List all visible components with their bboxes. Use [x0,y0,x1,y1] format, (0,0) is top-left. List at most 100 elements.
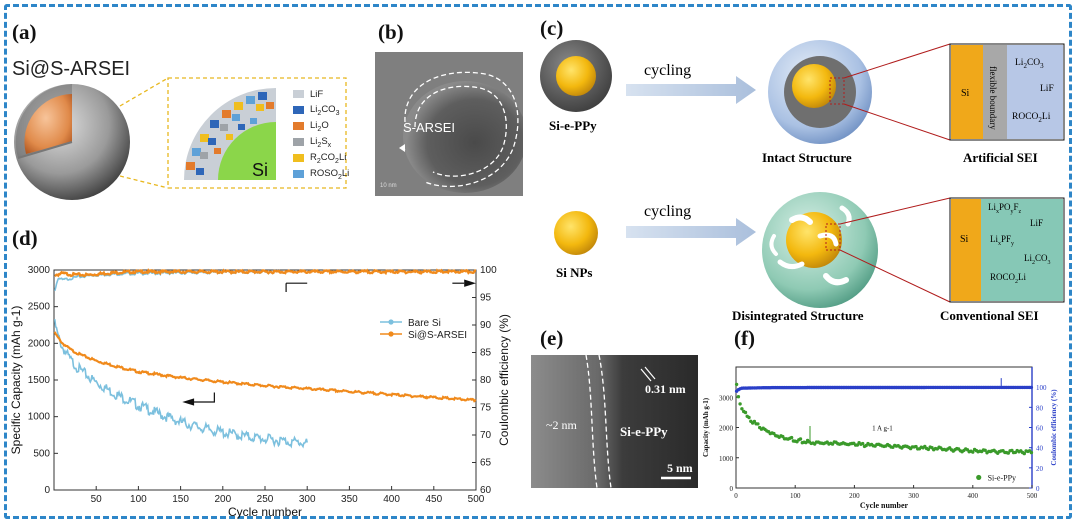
capacity-point [971,450,975,454]
capacity-point [789,435,794,440]
y-tick-label: 1500 [28,375,51,386]
y-tick-label: 500 [33,448,50,459]
y2-tick-label: 40 [1036,445,1044,453]
y-axis-label: Capacity (mAh g-1) [702,397,710,457]
capacity-point [738,402,742,406]
capacity-point [1006,451,1010,455]
y-axis-label: Specific Capacity (mAh g-1) [10,306,23,455]
panel-a-sphere-illustration [14,84,130,200]
capacity-arrow [801,425,811,444]
capacity-series-bare-si [54,319,308,449]
x-tick-label: 300 [908,492,919,500]
legend-item-li2co3: Li2CO3 [293,102,353,118]
ce-arrow [1000,378,1015,388]
panel-label-e: (e) [540,326,564,350]
x-tick-label: 450 [425,494,442,505]
y2-tick-label: 100 [1036,384,1047,392]
y2-tick-label: 70 [480,430,492,441]
chart-f: 0 100 200 300 400 500010002000300002040608010… [702,366,1058,510]
legend-item-li2sx: Li2Sx [293,134,353,150]
swatch [293,138,304,146]
conventional-sei-title: Conventional SEI [940,308,1039,323]
panel-e-hrtem-image [531,355,698,488]
y-tick-label: 1000 [28,412,51,423]
panel-label-a: (a) [12,20,37,44]
artificial-sei-roco2li: ROCO2Li [1012,112,1051,124]
x-tick-label: 100 [790,492,801,500]
x-tick-label: 250 [257,494,274,505]
x-tick-label: 500 [468,494,485,505]
y2-tick-label: 100 [480,265,497,276]
capacity-point [926,447,931,452]
legend-item-lif: LiF [293,86,353,102]
cycling-top-label: cycling [644,62,692,79]
x-tick-label: 150 [172,494,189,505]
capacity-point [983,448,987,452]
sei-roco2li: ROCO2Li [990,272,1027,285]
legend-item-li2o: Li2O [293,118,353,134]
swatch [293,90,304,98]
panel-a-legend: LiF Li2CO3 Li2O Li2Sx R2CO2Li ROSO2Li [293,86,353,182]
sei-li2co3: Li2CO3 [1024,253,1051,266]
y2-tick-label: 60 [480,485,492,496]
capacity-axis-arrow [193,392,215,403]
swatch [293,122,304,130]
y-tick-label: 1000 [719,455,734,463]
panel-b-label: S-ARSEI [403,120,456,135]
y2-tick-label: 0 [1036,485,1040,493]
intact-structure-label: Intact Structure [762,150,852,165]
capacity-point [1029,450,1034,455]
panel-label-b: (b) [378,20,404,44]
disintegrated-structure-label: Disintegrated Structure [732,308,864,323]
swatch [293,154,304,162]
capacity-series-si-s-arsei [53,331,477,403]
panel-label-c: (c) [540,16,564,40]
sei-lixpfy: LixPFy [990,234,1015,247]
x-axis-label: Cycle number [228,505,302,519]
panel-a-sei-zoom [184,88,276,180]
legend-item-r2co2li: R2CO2Li [293,150,353,166]
legend-label: Bare Si [408,318,441,329]
capacity-point [734,382,739,387]
y2-axis-label: Coulombic efficiency (%) [1050,389,1058,466]
panel-label-d: (d) [12,226,38,250]
swatch [293,106,304,114]
y2-tick-label: 85 [480,348,492,359]
panel-label-f: (f) [734,326,755,350]
y2-tick-label: 20 [1036,465,1044,473]
figure-frame [4,4,1072,519]
x-axis-label: Cycle number [860,501,909,510]
panel-e-label: Si-e-PPy [620,424,668,439]
y-tick-label: 3000 [28,265,51,276]
panel-c-illustration [540,40,1065,308]
legend-marker [976,474,982,481]
swatch [293,170,304,178]
legend-label: Si-e-PPy [988,473,1016,482]
y-tick-label: 2000 [719,425,734,433]
y2-tick-label: 80 [480,375,492,386]
legend-marker [388,331,394,337]
y2-tick-label: 80 [1036,404,1044,412]
panel-e-scale: 5 nm [667,461,693,475]
x-tick-label: 300 [299,494,316,505]
legend-item-roso2li: ROSO2Li [293,166,353,182]
conventional-sei-si: Si [960,234,969,245]
y2-axis-label: Coulombic efficiency (%) [497,314,511,446]
artificial-sei-lif: LiF [1040,84,1054,94]
x-tick-label: 200 [849,492,860,500]
capacity-point [740,407,744,411]
sei-lif: LiF [1030,218,1044,228]
ce-axis-arrow [285,282,308,292]
x-tick-label: 500 [1027,492,1038,500]
y2-tick-label: 75 [480,403,492,414]
y-tick-label: 2500 [28,302,51,313]
rate-annotation: 1 A g-1 [872,425,893,433]
panel-a-si-label: Si [252,160,269,180]
y2-tick-label: 90 [480,320,492,331]
y-tick-label: 0 [44,485,50,496]
capacity-point [756,422,760,426]
flexible-boundary-label: flexible boundary [988,66,998,130]
legend-marker [388,319,394,325]
x-tick-label: 350 [341,494,358,505]
particle-si-e-ppy-label: Si-e-PPy [549,118,597,133]
